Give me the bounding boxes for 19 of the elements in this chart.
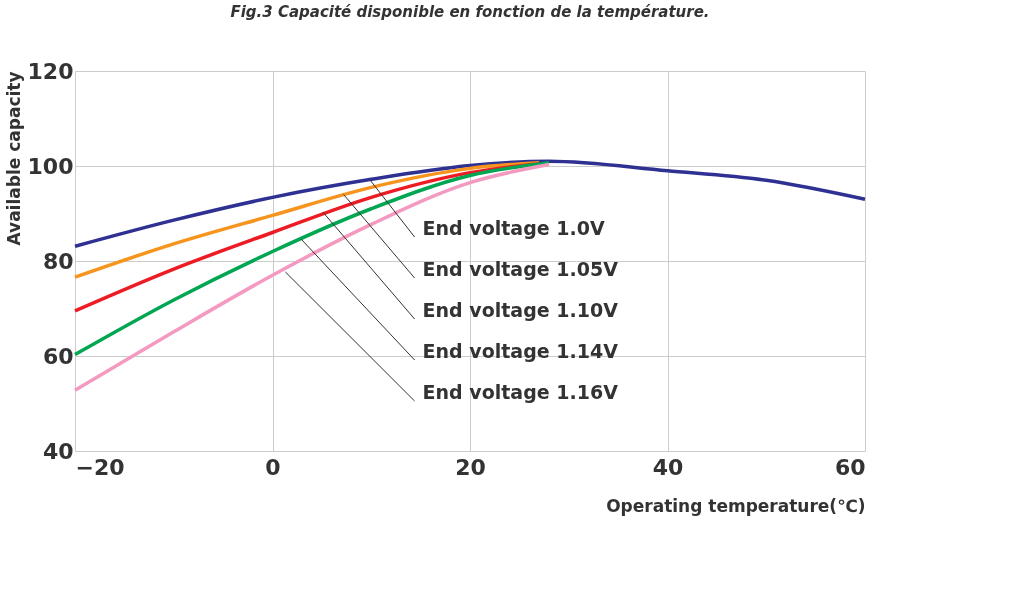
- annotation: End voltage 1.05V: [422, 258, 619, 280]
- annotation: End voltage 1.0V: [422, 217, 605, 239]
- y-tick-label: 100: [27, 153, 74, 179]
- x-axis-title: Operating temperature(℃): [606, 495, 866, 516]
- y-axis-title: Available capacity: [3, 71, 24, 246]
- chart-title: Fig.3 Capacité disponible en fonction de la température.: [230, 3, 710, 21]
- y-tick-label: 80: [42, 248, 74, 274]
- annotation: End voltage 1.14V: [422, 340, 619, 362]
- line-series: [73, 159, 867, 249]
- y-tick-label: 120: [27, 58, 74, 84]
- x-tick-label: 0: [265, 454, 281, 480]
- annotation: End voltage 1.16V: [422, 381, 619, 403]
- y-tick-label: 60: [42, 343, 74, 369]
- x-tick-label: 60: [834, 454, 866, 480]
- x-tick-label: 40: [652, 454, 684, 480]
- annotation: End voltage 1.10V: [422, 299, 619, 321]
- y-tick-label: 40: [42, 438, 74, 464]
- x-tick-label: 20: [455, 454, 486, 480]
- x-tick-label: −20: [75, 454, 125, 480]
